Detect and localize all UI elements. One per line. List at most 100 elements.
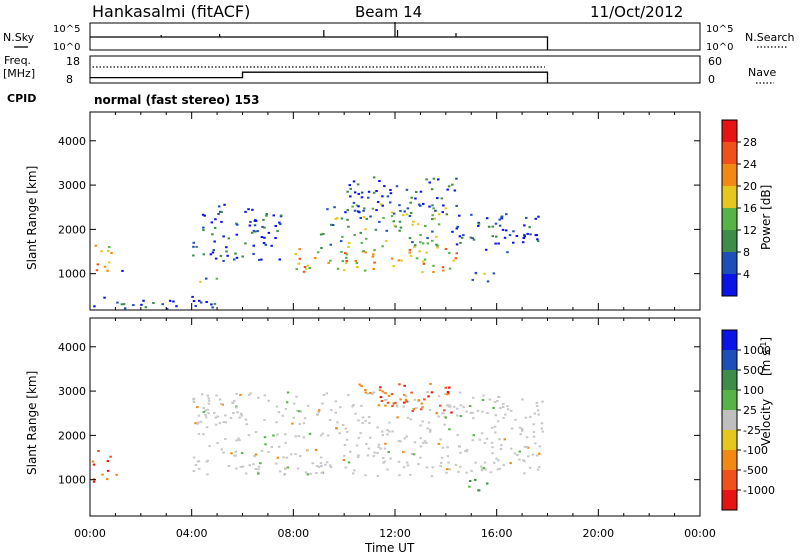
range-cell — [355, 262, 359, 265]
range-cell — [348, 184, 351, 187]
range-cell — [465, 450, 469, 453]
panel-frame — [89, 317, 701, 517]
beam-title: Beam 14 — [355, 3, 422, 21]
range-cell — [443, 423, 446, 426]
range-cell — [395, 404, 399, 407]
range-cell — [510, 447, 513, 450]
range-cell — [373, 451, 376, 454]
range-cell — [498, 218, 501, 221]
range-cell — [238, 439, 241, 442]
range-cell — [306, 404, 310, 407]
range-cell — [195, 245, 198, 248]
range-cell — [430, 475, 434, 478]
range-cell — [207, 399, 211, 402]
range-cell — [236, 223, 239, 226]
range-cell — [412, 453, 416, 456]
range-cell — [454, 463, 458, 466]
range-cell — [347, 461, 351, 464]
range-cell — [416, 223, 420, 226]
range-cell — [377, 443, 381, 446]
range-cell — [197, 432, 201, 435]
range-cell — [437, 223, 441, 226]
range-cell — [427, 395, 430, 398]
range-cell — [202, 226, 205, 229]
range-cell — [354, 412, 357, 415]
noise-tick-hi-right: 10^5 — [706, 24, 733, 35]
range-cell — [356, 210, 360, 213]
range-cell — [93, 305, 96, 308]
range-cell — [132, 304, 135, 307]
range-cell — [373, 261, 376, 264]
range-cell — [460, 236, 464, 239]
colorbar-bin — [722, 350, 737, 370]
range-cell — [220, 402, 223, 405]
range-cell — [227, 465, 231, 467]
range-cell — [358, 383, 361, 386]
colorbar-tick-label: 24 — [743, 158, 757, 171]
range-cell — [353, 469, 356, 472]
range-cell — [386, 468, 389, 471]
range-cell — [357, 205, 360, 208]
range-cell — [409, 201, 412, 204]
range-cell — [322, 232, 325, 235]
range-cell — [442, 412, 445, 415]
range-cell — [215, 277, 219, 280]
range-cell — [204, 409, 207, 412]
range-cell — [263, 236, 266, 239]
range-cell — [436, 246, 439, 249]
range-cell — [192, 241, 195, 244]
freq-label: Freq. — [4, 54, 31, 67]
range-cell — [419, 424, 422, 427]
range-cell — [431, 466, 434, 469]
range-cell — [219, 254, 223, 257]
range-cell — [457, 470, 460, 473]
range-cell — [316, 251, 320, 254]
nsearch-label: N.Search — [745, 31, 795, 44]
range-cell — [252, 229, 256, 232]
range-cell — [535, 234, 539, 237]
range-cell — [345, 260, 348, 262]
range-cell — [194, 464, 198, 466]
range-cell — [276, 230, 279, 233]
range-cell — [429, 382, 432, 385]
range-cell — [537, 215, 540, 218]
range-cell — [303, 417, 307, 420]
range-cell — [389, 201, 392, 204]
range-cell — [97, 450, 100, 452]
range-cell — [253, 455, 256, 458]
range-cell — [393, 224, 396, 227]
range-cell — [446, 455, 450, 458]
range-cell — [336, 217, 339, 220]
range-cell — [487, 225, 491, 228]
range-cell — [423, 398, 426, 401]
range-cell — [353, 191, 357, 194]
range-cell — [192, 470, 196, 472]
range-cell — [514, 418, 517, 421]
range-cell — [491, 452, 494, 455]
range-cell — [500, 216, 503, 219]
range-cell — [432, 271, 435, 273]
range-cell — [281, 414, 284, 417]
range-cell — [431, 239, 434, 242]
range-cell — [498, 224, 502, 227]
range-cell — [519, 433, 522, 436]
range-cell — [210, 221, 214, 224]
range-cell — [407, 400, 410, 403]
range-cell — [120, 303, 124, 306]
range-cell — [418, 250, 421, 253]
range-cell — [441, 266, 445, 269]
colorbar-bin — [722, 208, 737, 230]
range-cell — [381, 245, 384, 248]
x-tick-label: 00:00 — [74, 527, 106, 540]
range-cell — [400, 259, 403, 262]
range-cell — [106, 469, 110, 472]
range-cell — [527, 455, 530, 458]
range-cell — [529, 233, 532, 236]
range-cell — [494, 222, 498, 225]
range-cell — [344, 211, 347, 214]
range-cell — [315, 464, 319, 467]
range-cell — [419, 241, 422, 244]
range-cell — [294, 453, 297, 456]
range-cell — [364, 389, 367, 391]
range-cell — [436, 197, 439, 200]
